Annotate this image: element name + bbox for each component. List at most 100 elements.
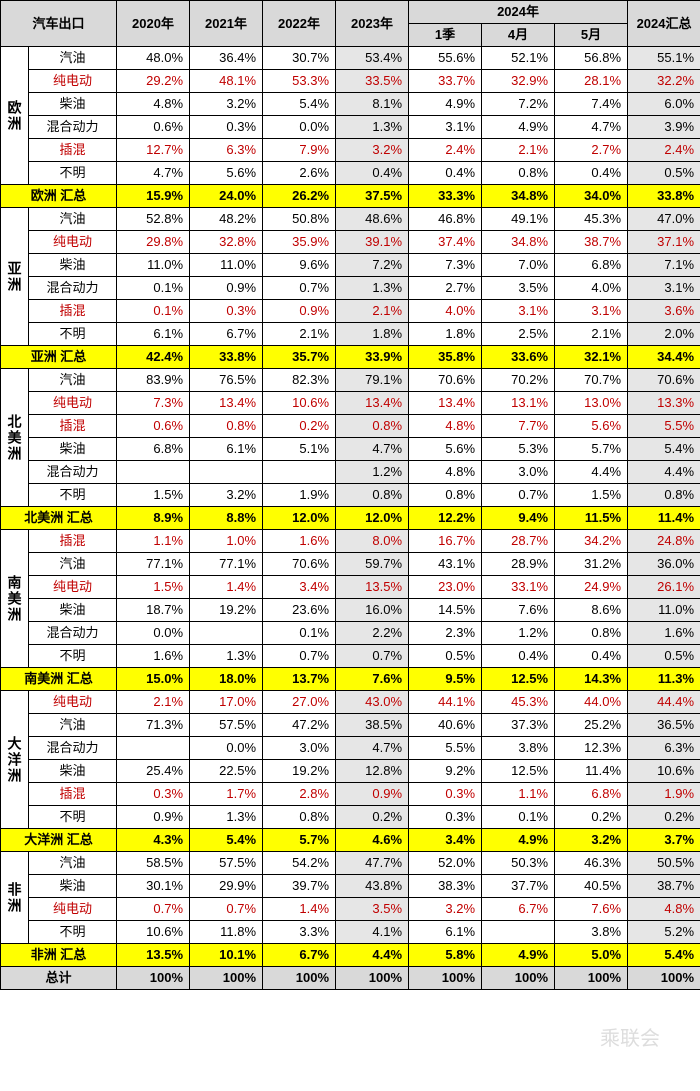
value-cell: 2.1% bbox=[555, 323, 628, 346]
value-cell: 1.8% bbox=[409, 323, 482, 346]
value-cell: 36.0% bbox=[628, 553, 700, 576]
category-label: 插混 bbox=[29, 415, 117, 438]
value-cell: 1.3% bbox=[336, 277, 409, 300]
value-cell: 7.9% bbox=[263, 139, 336, 162]
region-summary-value: 11.5% bbox=[555, 507, 628, 530]
value-cell: 38.5% bbox=[336, 714, 409, 737]
category-label: 不明 bbox=[29, 921, 117, 944]
region-summary-row: 欧洲 汇总15.9%24.0%26.2%37.5%33.3%34.8%34.0%… bbox=[1, 185, 700, 208]
region-label: 北美洲 bbox=[1, 369, 29, 507]
table-row: 混合动力0.0%0.1%2.2%2.3%1.2%0.8%1.6% bbox=[1, 622, 700, 645]
value-cell: 18.7% bbox=[117, 599, 190, 622]
region-summary-value: 5.0% bbox=[555, 944, 628, 967]
grand-total-value: 100% bbox=[117, 967, 190, 990]
value-cell: 59.7% bbox=[336, 553, 409, 576]
grand-total-value: 100% bbox=[190, 967, 263, 990]
value-cell: 1.3% bbox=[190, 645, 263, 668]
value-cell: 6.8% bbox=[117, 438, 190, 461]
value-cell: 46.8% bbox=[409, 208, 482, 231]
region-summary-value: 4.6% bbox=[336, 829, 409, 852]
value-cell: 32.9% bbox=[482, 70, 555, 93]
value-cell bbox=[190, 622, 263, 645]
value-cell: 4.7% bbox=[117, 162, 190, 185]
region-summary-value: 33.6% bbox=[482, 346, 555, 369]
value-cell: 0.7% bbox=[336, 645, 409, 668]
category-label: 柴油 bbox=[29, 438, 117, 461]
region-summary-value: 12.2% bbox=[409, 507, 482, 530]
value-cell: 28.9% bbox=[482, 553, 555, 576]
category-label: 不明 bbox=[29, 484, 117, 507]
region-summary-value: 33.8% bbox=[190, 346, 263, 369]
table-row: 汽油71.3%57.5%47.2%38.5%40.6%37.3%25.2%36.… bbox=[1, 714, 700, 737]
value-cell: 52.0% bbox=[409, 852, 482, 875]
value-cell: 6.1% bbox=[409, 921, 482, 944]
value-cell: 0.8% bbox=[628, 484, 700, 507]
value-cell: 1.6% bbox=[628, 622, 700, 645]
col-2024-may: 5月 bbox=[555, 24, 628, 47]
value-cell: 10.6% bbox=[263, 392, 336, 415]
value-cell: 34.8% bbox=[482, 231, 555, 254]
region-summary-value: 9.4% bbox=[482, 507, 555, 530]
value-cell: 13.1% bbox=[482, 392, 555, 415]
region-summary-row: 南美洲 汇总15.0%18.0%13.7%7.6%9.5%12.5%14.3%1… bbox=[1, 668, 700, 691]
value-cell: 47.2% bbox=[263, 714, 336, 737]
value-cell: 47.0% bbox=[628, 208, 700, 231]
table-row: 插混0.3%1.7%2.8%0.9%0.3%1.1%6.8%1.9% bbox=[1, 783, 700, 806]
value-cell: 9.2% bbox=[409, 760, 482, 783]
value-cell: 2.8% bbox=[263, 783, 336, 806]
value-cell: 0.8% bbox=[336, 415, 409, 438]
value-cell: 2.4% bbox=[409, 139, 482, 162]
value-cell: 39.1% bbox=[336, 231, 409, 254]
region-summary-value: 4.9% bbox=[482, 944, 555, 967]
value-cell: 4.7% bbox=[336, 438, 409, 461]
value-cell: 0.4% bbox=[336, 162, 409, 185]
col-2020: 2020年 bbox=[117, 1, 190, 47]
value-cell: 12.7% bbox=[117, 139, 190, 162]
table-row: 北美洲汽油83.9%76.5%82.3%79.1%70.6%70.2%70.7%… bbox=[1, 369, 700, 392]
table-row: 混合动力1.2%4.8%3.0%4.4%4.4% bbox=[1, 461, 700, 484]
value-cell: 5.4% bbox=[628, 438, 700, 461]
value-cell: 11.0% bbox=[117, 254, 190, 277]
category-label: 汽油 bbox=[29, 208, 117, 231]
region-summary-value: 3.7% bbox=[628, 829, 700, 852]
value-cell: 48.0% bbox=[117, 47, 190, 70]
value-cell: 1.5% bbox=[117, 576, 190, 599]
value-cell: 36.5% bbox=[628, 714, 700, 737]
export-table: 汽车出口 2020年 2021年 2022年 2023年 2024年 2024汇… bbox=[0, 0, 700, 990]
value-cell: 0.8% bbox=[263, 806, 336, 829]
region-summary-value: 5.7% bbox=[263, 829, 336, 852]
value-cell: 0.0% bbox=[263, 116, 336, 139]
value-cell: 4.0% bbox=[409, 300, 482, 323]
category-label: 纯电动 bbox=[29, 898, 117, 921]
value-cell: 37.3% bbox=[482, 714, 555, 737]
value-cell: 2.5% bbox=[482, 323, 555, 346]
value-cell: 5.5% bbox=[628, 415, 700, 438]
region-summary-value: 24.0% bbox=[190, 185, 263, 208]
value-cell: 36.4% bbox=[190, 47, 263, 70]
value-cell: 3.1% bbox=[482, 300, 555, 323]
table-header: 汽车出口 2020年 2021年 2022年 2023年 2024年 2024汇… bbox=[1, 1, 700, 47]
value-cell: 13.4% bbox=[190, 392, 263, 415]
value-cell: 37.1% bbox=[628, 231, 700, 254]
value-cell: 4.8% bbox=[117, 93, 190, 116]
value-cell: 35.9% bbox=[263, 231, 336, 254]
value-cell: 10.6% bbox=[117, 921, 190, 944]
value-cell: 54.2% bbox=[263, 852, 336, 875]
value-cell: 33.5% bbox=[336, 70, 409, 93]
value-cell: 0.4% bbox=[555, 645, 628, 668]
value-cell: 0.3% bbox=[190, 116, 263, 139]
region-summary-value: 13.7% bbox=[263, 668, 336, 691]
value-cell: 40.5% bbox=[555, 875, 628, 898]
value-cell: 13.0% bbox=[555, 392, 628, 415]
region-summary-label: 欧洲 汇总 bbox=[1, 185, 117, 208]
region-label: 欧洲 bbox=[1, 47, 29, 185]
value-cell: 70.6% bbox=[263, 553, 336, 576]
value-cell: 83.9% bbox=[117, 369, 190, 392]
region-summary-value: 8.8% bbox=[190, 507, 263, 530]
value-cell: 57.5% bbox=[190, 852, 263, 875]
value-cell: 4.8% bbox=[409, 415, 482, 438]
value-cell: 4.8% bbox=[409, 461, 482, 484]
region-summary-value: 6.7% bbox=[263, 944, 336, 967]
region-summary-value: 34.4% bbox=[628, 346, 700, 369]
value-cell: 12.8% bbox=[336, 760, 409, 783]
